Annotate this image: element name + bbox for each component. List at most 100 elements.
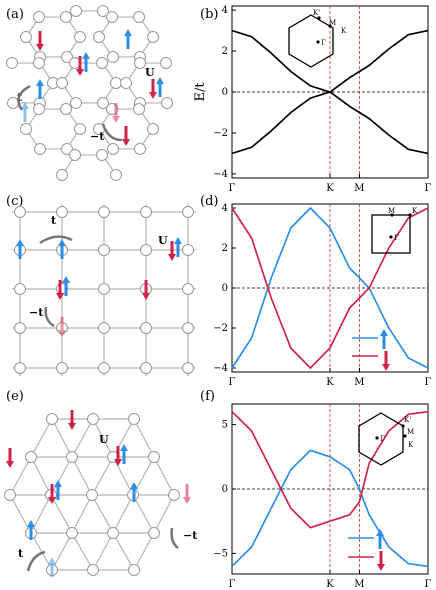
- lattice-site: [168, 489, 180, 501]
- spin-down-arrow: [183, 484, 191, 504]
- spin-up-arrow: [21, 102, 29, 122]
- lattice-site: [96, 57, 108, 69]
- spin-up-arrow: [124, 29, 132, 49]
- lattice-site: [56, 206, 68, 218]
- panel-label-f: (f): [200, 389, 215, 404]
- interaction-label-e: U: [99, 433, 109, 446]
- lattice-site: [140, 244, 152, 256]
- spin-down-arrow: [68, 410, 76, 430]
- x-tick-label: Γ: [425, 579, 432, 590]
- y-tick-label: −2: [213, 323, 228, 334]
- lattice-bond: [30, 456, 52, 496]
- lattice-site: [128, 413, 140, 425]
- hop-neg-label-a: −t: [90, 130, 105, 143]
- lattice-site: [134, 143, 146, 155]
- lattice-site: [33, 103, 45, 115]
- lattice-bond: [71, 456, 93, 496]
- lattice-site: [14, 283, 26, 295]
- y-tick-label: 2: [222, 46, 228, 57]
- bz-label-m-b: M: [329, 19, 336, 27]
- hop-arrow: [44, 306, 55, 328]
- lattice-site: [14, 322, 26, 334]
- lattice-bond: [30, 532, 53, 571]
- lattice-site: [87, 564, 99, 576]
- spin-down-arrow: [377, 551, 385, 571]
- y-tick-label: 0: [222, 87, 228, 98]
- x-tick-label: M: [354, 579, 364, 590]
- lattice-site: [33, 11, 45, 23]
- lattice-site: [87, 413, 99, 425]
- lattice-bond: [9, 456, 32, 496]
- lattice-site: [74, 123, 86, 135]
- spin-up-arrow: [36, 79, 44, 99]
- spin-down-arrow: [142, 280, 150, 300]
- x-tick-label: Γ: [425, 183, 432, 194]
- band-line: [231, 207, 429, 370]
- lattice-site: [160, 57, 172, 69]
- band-line: [231, 29, 429, 93]
- lattice-bond: [51, 418, 73, 458]
- bz-inset-d: M K Γ: [371, 207, 418, 254]
- lattice-site: [147, 31, 159, 43]
- lattice-site: [56, 77, 68, 89]
- lattice-bond: [112, 532, 135, 571]
- lattice-site: [147, 123, 159, 135]
- spin-up-arrow: [58, 239, 66, 259]
- lattice-site: [86, 489, 98, 501]
- y-tick-label: 0: [222, 484, 228, 495]
- y-tick-label: 0: [222, 283, 228, 294]
- bz-label-k-d: K: [412, 207, 418, 215]
- lattice-site: [14, 206, 26, 218]
- lattice-site: [98, 283, 110, 295]
- lattice-site: [6, 57, 18, 69]
- spin-down-arrow: [112, 103, 120, 123]
- lattice-site: [140, 206, 152, 218]
- lattice-bond: [71, 532, 94, 571]
- panel-label-c: (c): [6, 194, 23, 209]
- lattice-site: [148, 527, 160, 539]
- legend-f: [348, 537, 374, 558]
- lattice-site: [74, 31, 86, 43]
- interaction-label-c: U: [158, 234, 168, 247]
- lattice-bond: [50, 456, 73, 496]
- x-tick-label: Γ: [229, 377, 236, 388]
- bz-label-k-b: K: [341, 27, 347, 35]
- x-tick-label: K: [326, 183, 334, 194]
- lattice-site: [110, 169, 122, 181]
- lattice-site: [56, 362, 68, 374]
- lattice-site: [98, 362, 110, 374]
- lattice-site: [96, 149, 108, 161]
- y-tick-label: −4: [213, 169, 228, 180]
- spin-up-arrow: [48, 557, 56, 577]
- lattice-site: [148, 451, 160, 463]
- lattice-site: [20, 123, 32, 135]
- lattice-site: [98, 322, 110, 334]
- spin-arrows: [6, 29, 390, 577]
- lattice-bond: [91, 494, 114, 534]
- lattice-site: [107, 527, 119, 539]
- x-tick-label: K: [326, 377, 334, 388]
- lattice-bond: [71, 494, 93, 534]
- lattice-site: [66, 451, 78, 463]
- lattice-site: [4, 489, 16, 501]
- spin-up-arrow: [27, 520, 35, 540]
- interaction-label-a: U: [145, 66, 155, 79]
- hop-neg-label-e: −t: [183, 529, 198, 542]
- lattice-site: [61, 51, 73, 63]
- panel-label-d: (d): [200, 194, 218, 209]
- lattice-site: [107, 51, 119, 63]
- lattice-bond: [9, 494, 32, 534]
- lattice-site: [140, 322, 152, 334]
- lattice-site: [14, 362, 26, 374]
- square-lattice: [12, 204, 196, 376]
- lattice-site: [56, 169, 68, 181]
- band-line: [231, 91, 429, 155]
- lattice-bond: [132, 494, 155, 534]
- legend-d: [352, 337, 378, 357]
- x-tick-label: Γ: [425, 377, 432, 388]
- lattice-bond: [133, 418, 155, 458]
- spin-down-arrow: [58, 317, 66, 337]
- lattice-site: [140, 362, 152, 374]
- y-tick-label: 4: [222, 5, 228, 16]
